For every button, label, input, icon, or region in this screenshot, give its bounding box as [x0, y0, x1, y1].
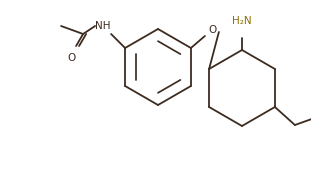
Text: H₂N: H₂N	[232, 16, 252, 26]
Text: O: O	[67, 53, 75, 63]
Text: O: O	[209, 25, 217, 35]
Text: NH: NH	[95, 21, 111, 31]
